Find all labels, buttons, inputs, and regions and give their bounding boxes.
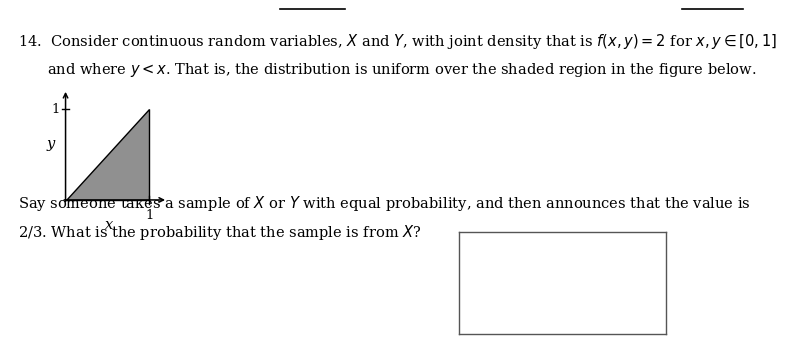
Polygon shape: [66, 109, 149, 200]
Text: 1: 1: [51, 103, 60, 116]
Text: and where $y < x$. That is, the distribution is uniform over the shaded region i: and where $y < x$. That is, the distribu…: [47, 61, 756, 79]
Text: 2/3. What is the probability that the sample is from $X$?: 2/3. What is the probability that the sa…: [18, 223, 421, 242]
Text: y: y: [46, 136, 54, 151]
Text: x: x: [105, 218, 114, 232]
Text: Say someone takes a sample of $X$ or $Y$ with equal probability, and then announ: Say someone takes a sample of $X$ or $Y$…: [18, 194, 749, 213]
Text: 1: 1: [145, 209, 153, 222]
Text: 14.  Consider continuous random variables, $X$ and $Y$, with joint density that : 14. Consider continuous random variables…: [18, 32, 776, 51]
